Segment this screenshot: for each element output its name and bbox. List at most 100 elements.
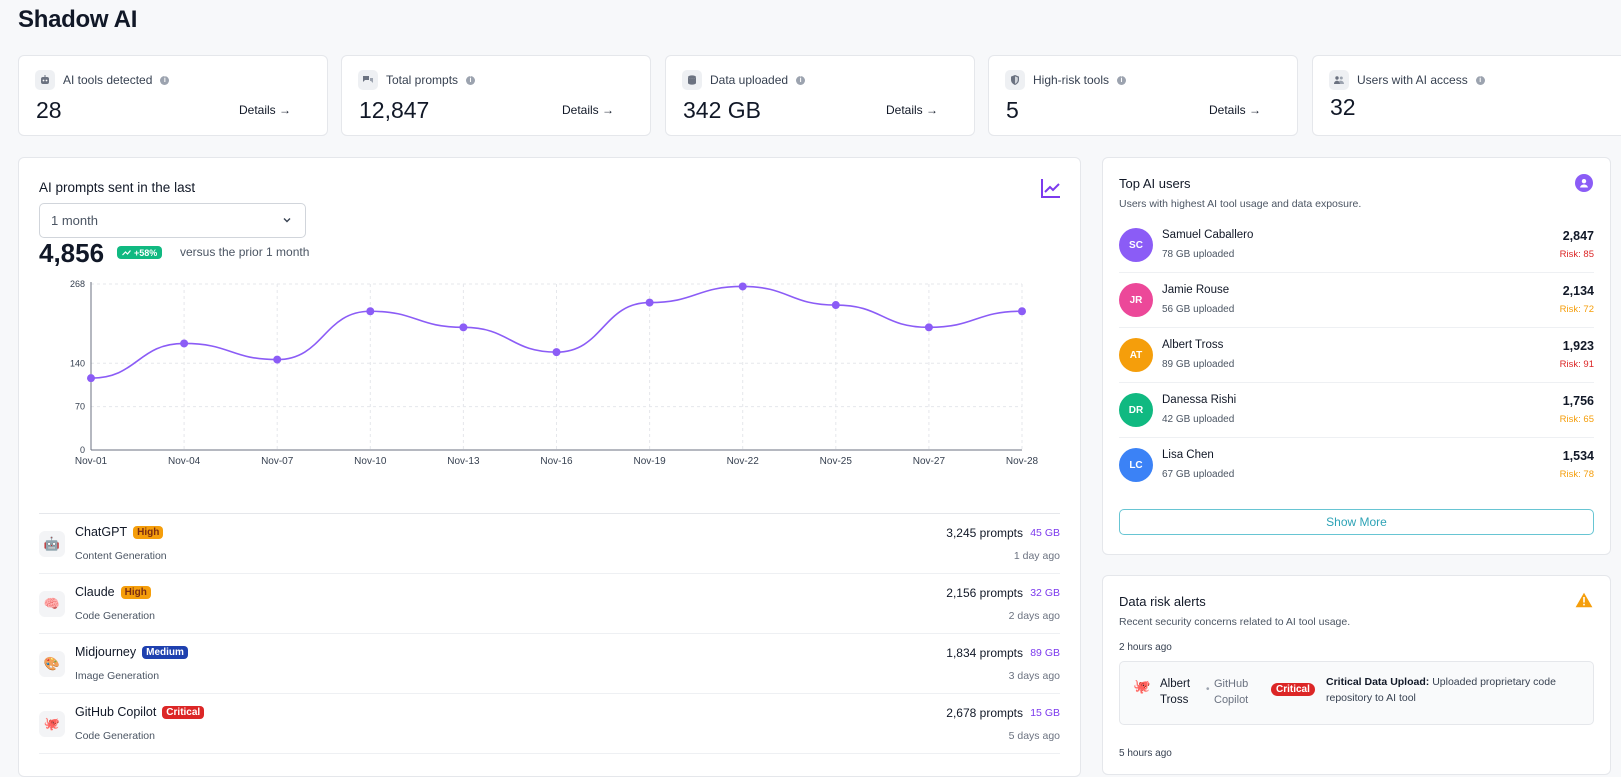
- user-name: Albert Tross: [1162, 339, 1224, 351]
- risk-badge: Medium: [142, 645, 188, 659]
- tool-time: 1 day ago: [1013, 550, 1060, 562]
- alert-user: Albert Tross: [1160, 678, 1191, 706]
- y-tick-label: 140: [70, 358, 85, 368]
- warning-icon: [1575, 592, 1593, 613]
- user-row[interactable]: AT Albert Tross 89 GB uploaded 1,923 Ris…: [1119, 328, 1594, 383]
- chat-bubbles-icon: [358, 70, 378, 90]
- data-point: [924, 323, 933, 332]
- user-uploaded: 56 GB uploaded: [1162, 304, 1235, 315]
- user-uploaded: 89 GB uploaded: [1162, 359, 1235, 370]
- tool-prompts: 3,245 prompts: [946, 526, 1023, 540]
- user-row[interactable]: JR Jamie Rouse 56 GB uploaded 2,134 Risk…: [1119, 273, 1594, 328]
- trend-chart-icon[interactable]: [1040, 177, 1062, 204]
- prompt-total: 4,856: [39, 238, 105, 268]
- time-range-select[interactable]: 1 month: [39, 203, 306, 238]
- tool-name: Midjourney: [75, 645, 137, 659]
- user-row[interactable]: LC Lisa Chen 67 GB uploaded 1,534 Risk: …: [1119, 438, 1594, 493]
- users-icon: [1329, 70, 1349, 90]
- tool-name: Claude: [75, 585, 115, 599]
- stat-label: Total prompts: [386, 73, 459, 87]
- stat-card-users-ai-access: Users with AI access i 32: [1312, 55, 1621, 136]
- x-tick-label: Nov-01: [75, 456, 108, 467]
- user-name: Danessa Rishi: [1162, 394, 1237, 406]
- page-title: Shadow AI: [18, 6, 138, 33]
- x-tick-label: Nov-27: [913, 456, 946, 467]
- avatar: DR: [1119, 393, 1153, 427]
- stat-value: 342 GB: [683, 97, 761, 123]
- tool-name: ChatGPT: [75, 525, 128, 539]
- risk-badge: High: [133, 525, 164, 539]
- panel-subtitle: Users with highest AI tool usage and dat…: [1119, 198, 1362, 210]
- stat-label: AI tools detected: [63, 73, 153, 87]
- x-tick-label: Nov-25: [820, 456, 853, 467]
- stat-card-data-uploaded: Data uploaded i 342 GB Details →: [665, 55, 975, 136]
- tool-row[interactable]: 🤖 ChatGPT High Content Generation 3,245 …: [39, 514, 1060, 574]
- user-row[interactable]: DR Danessa Rishi 42 GB uploaded 1,756 Ri…: [1119, 383, 1594, 438]
- user-count: 1,756: [1562, 394, 1594, 408]
- brain-icon: 🧠: [39, 591, 65, 617]
- info-icon[interactable]: i: [466, 75, 476, 85]
- alert-separator: •: [1206, 684, 1210, 695]
- user-count: 1,534: [1562, 449, 1594, 463]
- alert-message: Critical Data Upload: Uploaded proprieta…: [1326, 674, 1566, 706]
- user-uploaded: 42 GB uploaded: [1162, 414, 1235, 425]
- versus-text: versus the prior 1 month: [180, 245, 310, 259]
- stat-label: Data uploaded: [710, 73, 789, 87]
- info-icon[interactable]: i: [1475, 75, 1485, 85]
- severity-badge: Critical: [1271, 683, 1315, 696]
- tool-row[interactable]: 🧠 Claude High Code Generation 2,156 prom…: [39, 574, 1060, 634]
- data-point: [273, 355, 282, 364]
- alert-card[interactable]: 🐙 Albert Tross • GitHub Copilot Critical…: [1119, 661, 1594, 725]
- x-tick-label: Nov-28: [1006, 456, 1039, 467]
- info-icon[interactable]: i: [796, 75, 806, 85]
- tool-row[interactable]: 🎨 Midjourney Medium Image Generation 1,8…: [39, 634, 1060, 694]
- show-more-button[interactable]: Show More: [1119, 509, 1594, 535]
- panel-title: Top AI users: [1119, 176, 1191, 191]
- user-name: Lisa Chen: [1162, 449, 1214, 461]
- details-link[interactable]: Details →: [561, 103, 614, 117]
- stat-value: 28: [36, 97, 62, 123]
- tool-row[interactable]: 🐙 GitHub Copilot Critical Code Generatio…: [39, 694, 1060, 754]
- x-tick-label: Nov-07: [261, 456, 294, 467]
- details-link[interactable]: Details →: [1208, 103, 1261, 117]
- tool-data: 15 GB: [1030, 707, 1060, 719]
- avatar: SC: [1119, 228, 1153, 262]
- data-point: [366, 307, 375, 316]
- tool-time: 5 days ago: [1008, 730, 1060, 742]
- stat-value: 32: [1330, 94, 1356, 120]
- stat-card-total-prompts: Total prompts i 12,847 Details →: [341, 55, 651, 136]
- tool-time: 3 days ago: [1008, 670, 1060, 682]
- info-icon[interactable]: i: [1117, 75, 1127, 85]
- database-icon: [682, 70, 702, 90]
- details-link[interactable]: Details →: [885, 103, 938, 117]
- risk-alerts-panel: Data risk alerts Recent security concern…: [1102, 575, 1611, 775]
- tool-data: 45 GB: [1030, 527, 1060, 539]
- avatar: LC: [1119, 448, 1153, 482]
- tool-category: Content Generation: [75, 550, 167, 562]
- data-point: [1018, 307, 1026, 316]
- prompts-chart-panel: AI prompts sent in the last 1 month 4,85…: [18, 157, 1081, 777]
- risk-badge: Critical: [162, 705, 205, 719]
- x-tick-label: Nov-04: [168, 456, 201, 467]
- data-point: [831, 301, 840, 310]
- user-circle-icon[interactable]: [1575, 174, 1593, 192]
- stat-label: High-risk tools: [1033, 73, 1110, 87]
- user-row[interactable]: SC Samuel Caballero 78 GB uploaded 2,847…: [1119, 218, 1594, 273]
- data-point: [180, 339, 189, 348]
- alert-time: 2 hours ago: [1119, 642, 1172, 653]
- user-name: Samuel Caballero: [1162, 229, 1254, 241]
- stat-card-ai-tools: AI tools detected i 28 Details →: [18, 55, 328, 136]
- user-risk: Risk: 91: [1559, 359, 1594, 370]
- info-icon[interactable]: i: [160, 75, 170, 85]
- alert-text: Uploaded proprietary code repository to …: [1326, 676, 1556, 704]
- details-link[interactable]: Details →: [238, 103, 291, 117]
- user-count: 2,847: [1562, 229, 1594, 243]
- y-tick-label: 268: [70, 279, 85, 289]
- user-uploaded: 78 GB uploaded: [1162, 249, 1235, 260]
- trend-up-icon: [122, 250, 131, 256]
- data-point: [552, 348, 561, 357]
- chevron-down-icon: [281, 214, 293, 229]
- top-users-panel: Top AI users Users with highest AI tool …: [1102, 157, 1611, 555]
- palette-icon: 🎨: [39, 651, 65, 677]
- stat-value: 5: [1006, 97, 1019, 123]
